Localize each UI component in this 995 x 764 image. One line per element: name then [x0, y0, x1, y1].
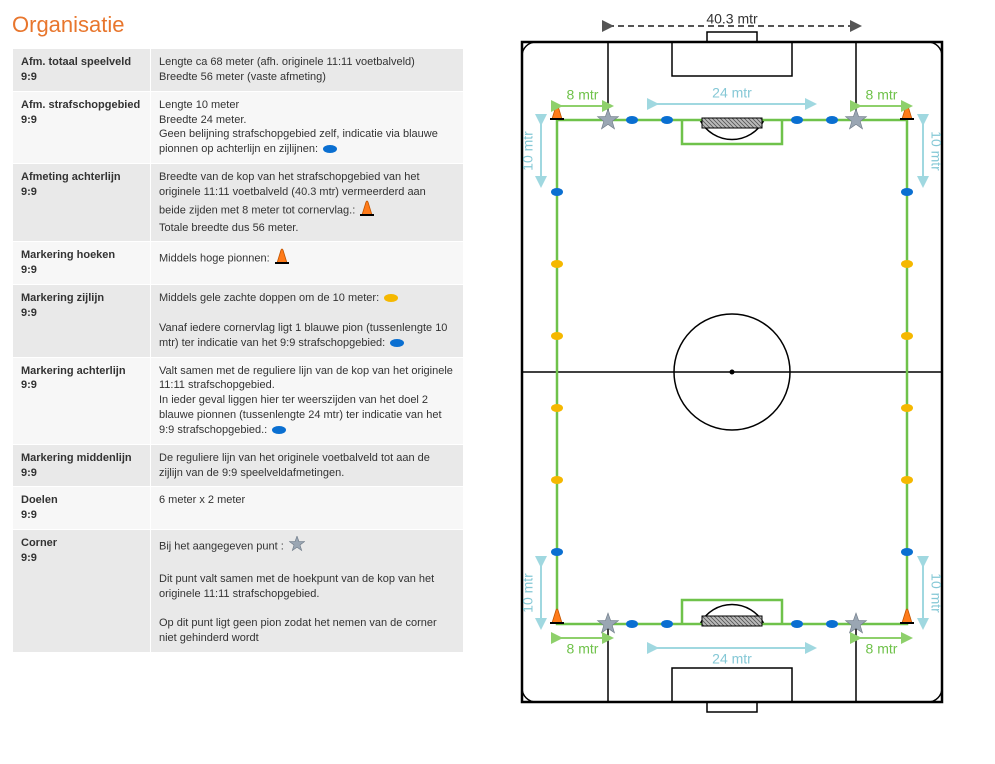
svg-text:40.3 mtr: 40.3 mtr [706, 12, 758, 27]
row-label: Afm. strafschopgebied9:9 [13, 91, 151, 163]
row-value: Lengte ca 68 meter (afh. originele 11:11… [151, 49, 464, 92]
organisation-table: Afm. totaal speelveld9:9Lengte ca 68 met… [12, 48, 464, 653]
svg-text:24 mtr: 24 mtr [712, 651, 752, 667]
table-row: Doelen9:96 meter x 2 meter [13, 487, 464, 530]
cone-icon [275, 248, 289, 269]
svg-text:24 mtr: 24 mtr [712, 85, 752, 101]
svg-text:10 mtr: 10 mtr [928, 131, 944, 171]
row-value: Lengte 10 meterBreedte 24 meter.Geen bel… [151, 91, 464, 163]
row-value: Breedte van de kop van het strafschopgeb… [151, 164, 464, 242]
pion-blue-icon [323, 145, 337, 153]
row-label: Afm. totaal speelveld9:9 [13, 49, 151, 92]
svg-text:8 mtr: 8 mtr [866, 87, 898, 103]
row-value: Middels hoge pionnen: [151, 242, 464, 285]
page-title: Organisatie [12, 12, 464, 38]
row-value: De reguliere lijn van het originele voet… [151, 444, 464, 487]
pion-blue-icon [272, 426, 286, 434]
row-label: Afmeting achterlijn9:9 [13, 164, 151, 242]
row-label: Markering zijlijn9:9 [13, 285, 151, 357]
svg-text:8 mtr: 8 mtr [567, 641, 599, 657]
cone-icon [360, 200, 374, 221]
svg-text:10 mtr: 10 mtr [520, 573, 536, 613]
row-value: 6 meter x 2 meter [151, 487, 464, 530]
row-value: Valt samen met de reguliere lijn van de … [151, 357, 464, 444]
table-row: Afm. totaal speelveld9:9Lengte ca 68 met… [13, 49, 464, 92]
row-label: Markering hoeken9:9 [13, 242, 151, 285]
row-label: Corner9:9 [13, 530, 151, 653]
row-value: Bij het aangegeven punt : Dit punt valt … [151, 530, 464, 653]
row-label: Doelen9:9 [13, 487, 151, 530]
row-value: Middels gele zachte doppen om de 10 mete… [151, 285, 464, 357]
row-label: Markering achterlijn9:9 [13, 357, 151, 444]
table-row: Corner9:9Bij het aangegeven punt : Dit p… [13, 530, 464, 653]
svg-text:8 mtr: 8 mtr [866, 641, 898, 657]
svg-text:10 mtr: 10 mtr [928, 573, 944, 613]
table-row: Afmeting achterlijn9:9Breedte van de kop… [13, 164, 464, 242]
table-row: Markering middenlijn9:9De reguliere lijn… [13, 444, 464, 487]
pion-yellow-icon [384, 294, 398, 302]
table-row: Markering achterlijn9:9Valt samen met de… [13, 357, 464, 444]
star-icon [289, 536, 305, 557]
field-diagram: 40.3 mtr 24 mtr 24 mtr 8 mtr 8 mtr 8 mtr 8 mtr… [482, 12, 982, 752]
svg-text:8 mtr: 8 mtr [567, 87, 599, 103]
table-row: Afm. strafschopgebied9:9Lengte 10 meterB… [13, 91, 464, 163]
row-label: Markering middenlijn9:9 [13, 444, 151, 487]
table-row: Markering zijlijn9:9Middels gele zachte … [13, 285, 464, 357]
svg-text:10 mtr: 10 mtr [520, 131, 536, 171]
table-row: Markering hoeken9:9Middels hoge pionnen: [13, 242, 464, 285]
pion-blue-icon [390, 339, 404, 347]
